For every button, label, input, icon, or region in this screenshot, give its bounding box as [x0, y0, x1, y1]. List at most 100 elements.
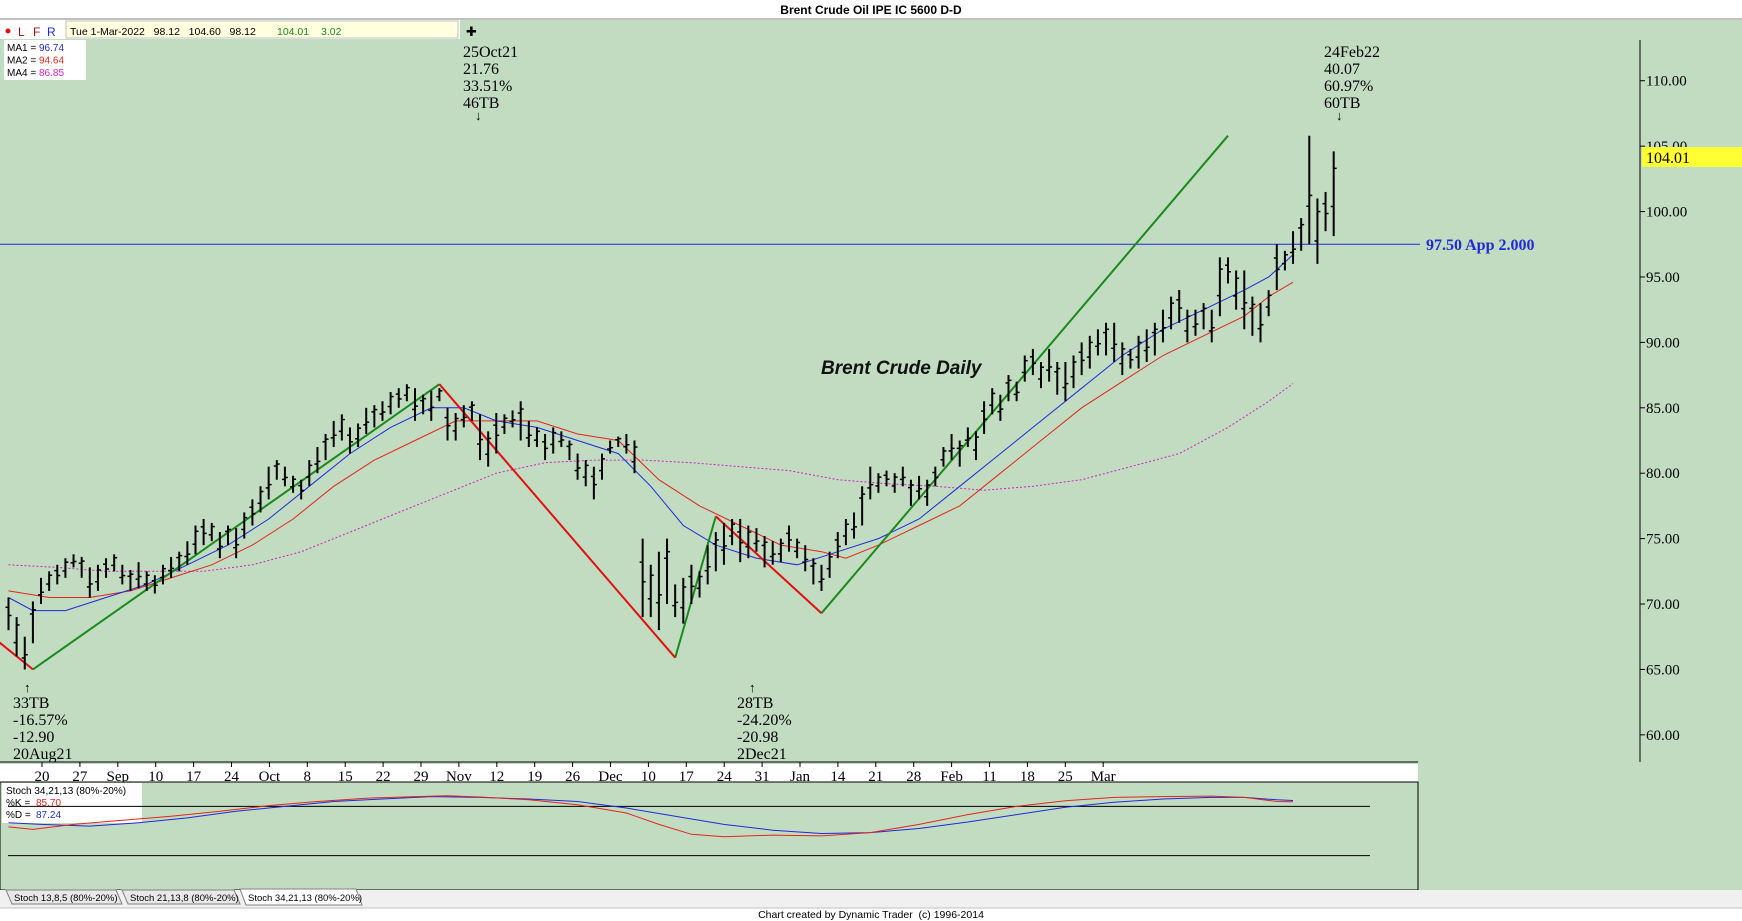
- svg-text:2Dec21: 2Dec21: [737, 746, 787, 763]
- stoch-legend-title: Stoch 34,21,13 (80%-20%): [6, 786, 126, 797]
- ohlc-bar: [241, 512, 248, 539]
- ma2-line: [8, 281, 1294, 598]
- ohlc-bar: [924, 479, 931, 506]
- ohlc-bar: [1216, 257, 1223, 317]
- ohlc-readout: Tue 1-Mar-2022 98.12 104.60 98.12: [70, 26, 256, 38]
- crosshair-icon[interactable]: ✚: [466, 25, 477, 40]
- y-tick-label: 75.00: [1646, 532, 1680, 548]
- ohlc-bar: [395, 388, 402, 408]
- ohlc-bar: [851, 512, 858, 539]
- ohlc-bar: [355, 423, 362, 448]
- ohlc-bar: [208, 522, 215, 542]
- ohlc-bar: [70, 554, 77, 568]
- svg-text:↑: ↑: [749, 680, 756, 695]
- ohlc-bar: [794, 538, 801, 559]
- ohlc-bar: [1062, 362, 1069, 402]
- ohlc-bar: [1298, 218, 1305, 251]
- ohlc-bar: [1241, 270, 1248, 330]
- ohlc-bar: [688, 564, 695, 605]
- ohlc-bar: [720, 522, 727, 565]
- ohlc-bar: [647, 564, 654, 618]
- ohlc-bar: [420, 394, 427, 415]
- ohlc-bar: [233, 528, 240, 559]
- f-icon[interactable]: F: [33, 25, 40, 39]
- ohlc-bar: [769, 541, 776, 565]
- l-icon[interactable]: L: [18, 25, 25, 39]
- svg-text:60TB: 60TB: [1324, 95, 1360, 112]
- x-tick-label: 19: [527, 769, 542, 785]
- ohlc-bar: [1054, 362, 1061, 395]
- ohlc-bar: [1314, 198, 1321, 264]
- stoch-tab-0[interactable]: Stoch 13,8,5 (80%-20%): [5, 889, 123, 905]
- svg-text:28TB: 28TB: [737, 695, 773, 712]
- svg-text:46TB: 46TB: [463, 95, 499, 112]
- ohlc-bar: [371, 405, 378, 428]
- ohlc-bar: [533, 427, 540, 448]
- ohlc-bar: [103, 558, 110, 578]
- ohlc-bar: [1046, 348, 1053, 382]
- ohlc-bar: [1208, 309, 1215, 343]
- ohlc-bar: [1168, 296, 1175, 330]
- svg-text:60.97%: 60.97%: [1324, 78, 1373, 95]
- ohlc-bar: [1078, 342, 1085, 376]
- ohlc-bar: [1094, 329, 1101, 356]
- price-plot-area[interactable]: [0, 20, 1640, 764]
- stoch-d-line: [8, 796, 1294, 835]
- hline-label: 97.50 App 2.000: [1426, 237, 1534, 254]
- svg-text:-20.98: -20.98: [737, 729, 778, 746]
- ohlc-bar: [704, 545, 711, 585]
- lower-right-blank: [1418, 762, 1742, 890]
- ohlc-bar: [363, 407, 370, 434]
- stoch-d-value: 87.24: [36, 810, 61, 821]
- ohlc-bar: [412, 388, 418, 421]
- ohlc-bar: [712, 532, 719, 572]
- ohlc-bar: [1184, 309, 1191, 343]
- svg-text:33TB: 33TB: [13, 695, 49, 712]
- ohlc-bar: [818, 564, 825, 591]
- ohlc-bar: [151, 575, 158, 594]
- ohlc-bar: [94, 564, 101, 591]
- ohlc-bar: [1330, 151, 1337, 237]
- stoch-tab-2[interactable]: Stoch 34,21,13 (80%-20%): [239, 888, 363, 906]
- ohlc-bar: [46, 571, 53, 591]
- ohlc-bar: [460, 405, 467, 428]
- stoch-tab-1[interactable]: Stoch 21,13,8 (80%-20%): [121, 889, 241, 905]
- ohlc-bar: [1135, 335, 1142, 369]
- x-tick-label: Dec: [598, 769, 622, 785]
- svg-text:24Feb22: 24Feb22: [1324, 44, 1380, 61]
- ohlc-bar: [485, 431, 492, 467]
- ohlc-bar: [1086, 335, 1093, 369]
- y-tick-label: 100.00: [1646, 205, 1687, 221]
- ohlc-bar: [972, 431, 979, 461]
- ma-legend-value: 94.64: [39, 56, 64, 67]
- ohlc-bar: [428, 390, 435, 421]
- r-icon[interactable]: R: [47, 25, 56, 39]
- ma-legend: [4, 40, 86, 80]
- y-tick-label: 70.00: [1646, 597, 1680, 613]
- ohlc-bar: [802, 545, 809, 572]
- svg-text:40.07: 40.07: [1324, 61, 1360, 78]
- svg-text:Stoch 21,13,8 (80%-20%): Stoch 21,13,8 (80%-20%): [130, 893, 239, 904]
- annotation-top-right: 24Feb22 40.07 60.97% 60TB ↓: [1324, 44, 1380, 123]
- ohlc-bar: [1290, 231, 1297, 264]
- ohlc-bar: [21, 636, 28, 670]
- ohlc-bar: [997, 394, 1004, 421]
- ohlc-bar: [322, 433, 329, 461]
- ohlc-bar: [542, 433, 549, 461]
- ohlc-bar: [387, 392, 394, 415]
- x-tick-label: 25: [1058, 769, 1073, 785]
- ohlc-bar: [200, 518, 207, 546]
- ohlc-bar: [1127, 348, 1134, 369]
- ohlc-bar: [1176, 290, 1183, 323]
- annotation-bottom-mid: ↑ 28TB -24.20% -20.98 2Dec21: [737, 680, 792, 763]
- x-tick-label: 17: [679, 769, 695, 785]
- x-tick-label: 18: [1020, 769, 1035, 785]
- ohlc-bar: [225, 525, 232, 546]
- ohlc-bar: [566, 440, 573, 461]
- svg-text:↓: ↓: [475, 108, 482, 123]
- ohlc-bar: [249, 499, 256, 526]
- x-tick-label: 27: [72, 769, 88, 785]
- price-axis: [1640, 20, 1742, 764]
- red-dot-icon[interactable]: [5, 28, 11, 34]
- x-tick-label: 24: [717, 769, 733, 785]
